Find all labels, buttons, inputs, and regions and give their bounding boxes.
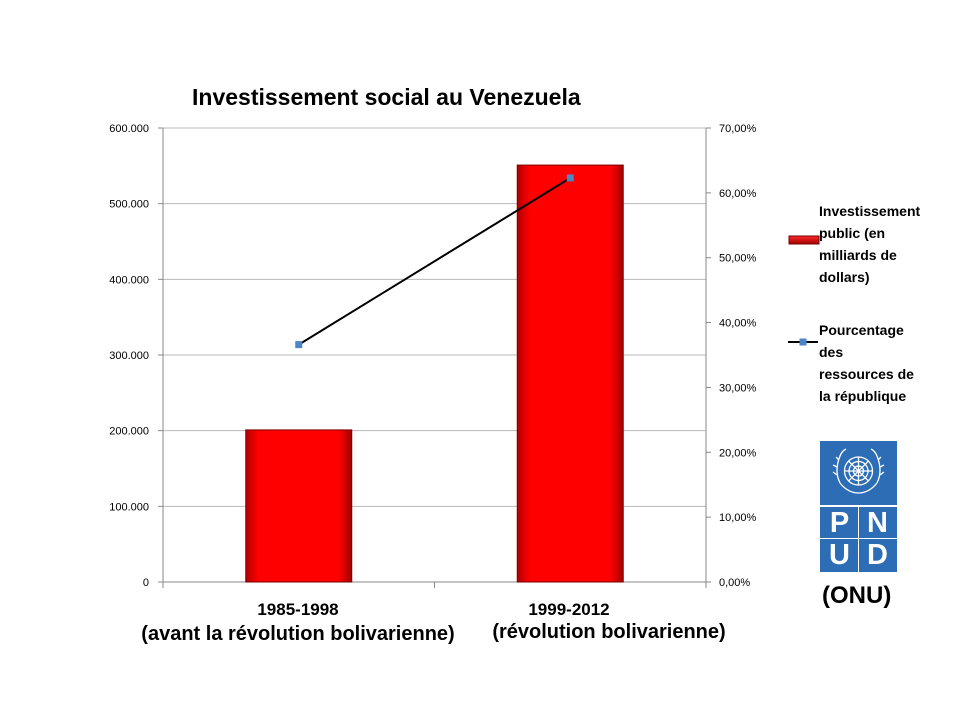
- bar-series: [245, 164, 624, 583]
- logo-letter-u: U: [821, 539, 858, 572]
- y-right-tick-label: 0,00%: [719, 577, 750, 589]
- un-emblem-icon: [832, 448, 885, 494]
- right-axis: 0,00% 10,00% 20,00% 30,00% 40,00% 50,00% 60,00…: [705, 123, 757, 589]
- x-tick-label-2: 1999-2012: [528, 600, 610, 619]
- bar-2: [516, 164, 624, 583]
- legend-entry-bar: Investissement public (en milliards de d…: [819, 203, 921, 285]
- line-marker-2: [566, 174, 574, 182]
- x-tick-sublabel-1: (avant la révolution bolivarienne): [141, 623, 455, 645]
- bar-1: [245, 429, 353, 583]
- y-left-tick-label: 500.000: [109, 199, 149, 211]
- legend-key-bar: [788, 235, 820, 245]
- legend-key-marker: [799, 338, 807, 346]
- x-tick-label-1: 1985-1998: [257, 600, 339, 619]
- y-left-tick-label: 600.000: [109, 123, 149, 135]
- line-marker-1: [295, 341, 303, 349]
- logo-letter-p: P: [821, 507, 858, 540]
- x-tick-sublabel-2: (révolution bolivarienne): [492, 621, 726, 643]
- line-series: [295, 174, 574, 349]
- y-right-tick-label: 60,00%: [719, 188, 757, 200]
- chart-title: Investissement social au Venezuela: [192, 84, 581, 110]
- legend-entry-line: Pourcentage des ressources de la républi…: [819, 322, 914, 404]
- logo-letter-n: N: [859, 507, 896, 540]
- y-left-tick-label: 300.000: [109, 350, 149, 362]
- y-right-tick-label: 30,00%: [719, 382, 757, 394]
- y-right-tick-label: 40,00%: [719, 318, 757, 330]
- pnud-logo: P N U D: [820, 441, 897, 572]
- y-right-tick-label: 50,00%: [719, 253, 757, 265]
- line-path: [298, 177, 571, 346]
- y-right-tick-label: 20,00%: [719, 447, 757, 459]
- y-left-tick-label: 200.000: [109, 426, 149, 438]
- y-left-tick-label: 400.000: [109, 274, 149, 286]
- y-left-tick-label: 0: [143, 577, 149, 589]
- y-right-tick-label: 70,00%: [719, 123, 757, 135]
- y-right-tick-label: 10,00%: [719, 512, 757, 524]
- onu-caption: (ONU): [822, 582, 892, 609]
- y-left-tick-label: 100.000: [109, 501, 149, 513]
- gridlines: [163, 127, 706, 507]
- logo-letter-d: D: [859, 539, 896, 572]
- legend-keys: [788, 235, 820, 346]
